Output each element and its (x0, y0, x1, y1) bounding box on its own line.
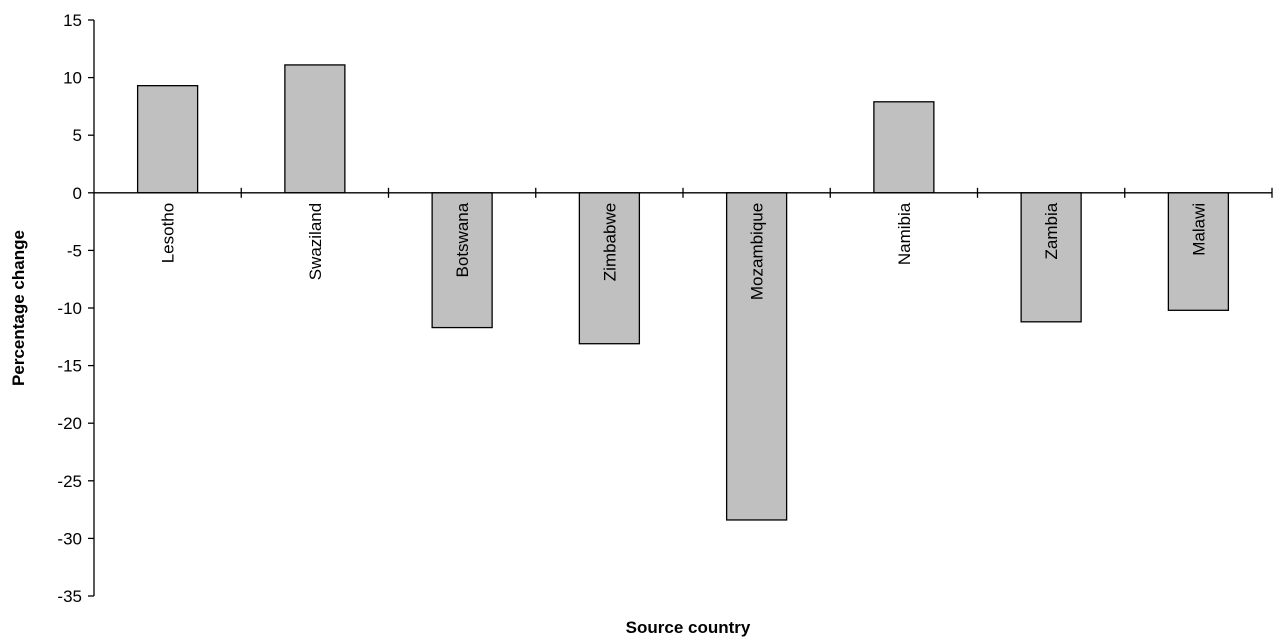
y-tick-label: -20 (57, 414, 82, 433)
category-label-botswana: Botswana (453, 202, 472, 277)
category-label-zambia: Zambia (1042, 202, 1061, 259)
axes-layer (88, 19, 1273, 597)
y-tick-label: -10 (57, 299, 82, 318)
labels-layer: 15 10 5 0 -5 -10 -15 -20 -25 -30 -35 Lesotho Swazila… (57, 11, 1208, 606)
y-tick-label: 15 (63, 11, 82, 30)
y-tick-label: -25 (57, 472, 82, 491)
bar-botswana (431, 192, 493, 329)
category-label-lesotho: Lesotho (159, 203, 178, 263)
y-tick-label: 0 (73, 184, 82, 203)
y-tick-label: -35 (57, 587, 82, 606)
y-tick-label: -5 (67, 241, 82, 260)
y-tick-label: -30 (57, 529, 82, 548)
bar-zimbabwe (578, 192, 641, 345)
category-label-mozambique: Mozambique (748, 203, 767, 300)
category-label-swaziland: Swaziland (306, 203, 325, 280)
y-tick-label: 5 (73, 126, 82, 145)
bar-namibia (873, 101, 935, 194)
bars-layer (136, 64, 1230, 521)
category-label-namibia: Namibia (895, 202, 914, 265)
bar-lesotho (136, 85, 199, 194)
y-axis-title: Percentage change (9, 230, 28, 386)
bar-malawi (1167, 192, 1230, 311)
y-tick-label: 10 (63, 69, 82, 88)
category-label-malawi: Malawi (1189, 203, 1208, 256)
bar-swaziland (284, 64, 346, 194)
category-label-zimbabwe: Zimbabwe (600, 203, 619, 281)
y-tick-label: -15 (57, 357, 82, 376)
x-axis-title: Source country (626, 618, 751, 637)
bar-zambia (1020, 192, 1082, 323)
